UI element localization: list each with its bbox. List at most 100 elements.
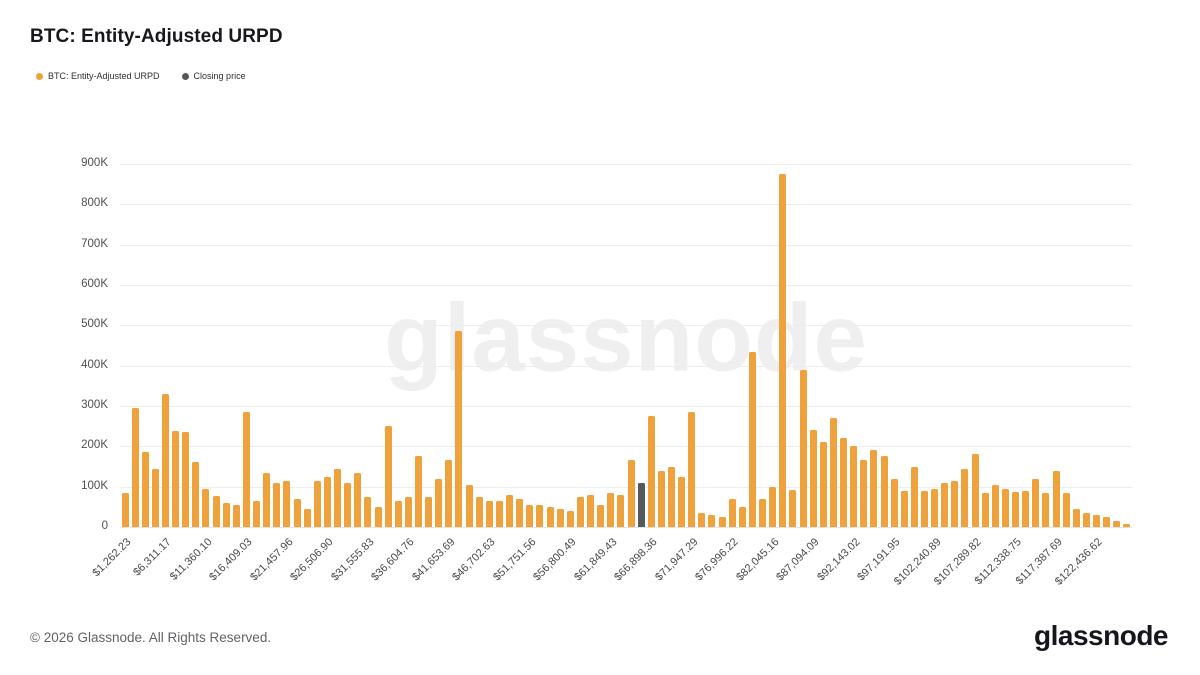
urpd-bar[interactable] bbox=[840, 438, 848, 527]
urpd-bar[interactable] bbox=[850, 446, 858, 527]
urpd-bar[interactable] bbox=[627, 460, 635, 527]
urpd-bar[interactable] bbox=[931, 488, 939, 527]
urpd-bar[interactable] bbox=[455, 331, 463, 527]
urpd-bar[interactable] bbox=[587, 494, 595, 527]
urpd-bar[interactable] bbox=[536, 504, 544, 527]
urpd-bar[interactable] bbox=[495, 500, 503, 527]
urpd-bar[interactable] bbox=[182, 432, 190, 527]
urpd-bar[interactable] bbox=[789, 489, 797, 527]
urpd-bar[interactable] bbox=[384, 426, 392, 527]
urpd-bar[interactable] bbox=[1103, 516, 1111, 527]
urpd-bar[interactable] bbox=[161, 393, 169, 527]
urpd-bar[interactable] bbox=[860, 460, 868, 527]
urpd-bar[interactable] bbox=[323, 476, 331, 527]
urpd-bar[interactable] bbox=[1123, 523, 1131, 527]
urpd-bar[interactable] bbox=[374, 506, 382, 527]
urpd-bar[interactable] bbox=[151, 468, 159, 527]
plot-area[interactable]: glassnode bbox=[120, 164, 1132, 528]
urpd-bar[interactable] bbox=[667, 466, 675, 527]
urpd-bar[interactable] bbox=[748, 351, 756, 527]
urpd-bar[interactable] bbox=[698, 512, 706, 527]
urpd-bar[interactable] bbox=[293, 498, 301, 527]
urpd-bar[interactable] bbox=[738, 506, 746, 527]
urpd-bar[interactable] bbox=[526, 504, 534, 527]
urpd-bar[interactable] bbox=[1062, 492, 1070, 527]
urpd-bar[interactable] bbox=[394, 500, 402, 527]
urpd-bar[interactable] bbox=[131, 408, 139, 527]
urpd-bar[interactable] bbox=[809, 430, 817, 527]
urpd-bar[interactable] bbox=[829, 418, 837, 527]
urpd-bar[interactable] bbox=[718, 516, 726, 527]
legend-item-closing-price[interactable]: Closing price bbox=[181, 71, 246, 81]
urpd-bar[interactable] bbox=[354, 472, 362, 527]
legend-item-urpd[interactable]: BTC: Entity-Adjusted URPD bbox=[36, 71, 160, 81]
urpd-bar[interactable] bbox=[475, 496, 483, 527]
urpd-bar[interactable] bbox=[1032, 478, 1040, 527]
urpd-bar[interactable] bbox=[516, 498, 524, 527]
urpd-bar[interactable] bbox=[313, 480, 321, 527]
urpd-bar[interactable] bbox=[344, 482, 352, 527]
urpd-bar[interactable] bbox=[951, 480, 959, 527]
urpd-bar[interactable] bbox=[759, 498, 767, 527]
urpd-bar[interactable] bbox=[779, 174, 787, 527]
urpd-bar[interactable] bbox=[941, 482, 949, 527]
urpd-bar[interactable] bbox=[546, 506, 554, 527]
urpd-bar[interactable] bbox=[334, 468, 342, 527]
urpd-bar[interactable] bbox=[819, 442, 827, 527]
urpd-bar[interactable] bbox=[425, 496, 433, 527]
urpd-bar[interactable] bbox=[890, 478, 898, 527]
urpd-bar[interactable] bbox=[576, 496, 584, 527]
urpd-bar[interactable] bbox=[273, 482, 281, 527]
urpd-bar[interactable] bbox=[192, 462, 200, 527]
urpd-bar[interactable] bbox=[991, 484, 999, 527]
urpd-bar[interactable] bbox=[1113, 520, 1121, 527]
urpd-bar[interactable] bbox=[900, 490, 908, 527]
urpd-bar[interactable] bbox=[607, 492, 615, 527]
urpd-bar[interactable] bbox=[435, 478, 443, 527]
closing-price-bar[interactable] bbox=[637, 482, 645, 527]
urpd-bar[interactable] bbox=[597, 504, 605, 527]
urpd-bar[interactable] bbox=[121, 492, 129, 527]
urpd-bar[interactable] bbox=[1012, 491, 1020, 527]
urpd-bar[interactable] bbox=[556, 508, 564, 527]
urpd-bar[interactable] bbox=[1001, 488, 1009, 527]
urpd-bar[interactable] bbox=[1082, 512, 1090, 527]
urpd-bar[interactable] bbox=[566, 510, 574, 527]
urpd-bar[interactable] bbox=[303, 508, 311, 527]
urpd-bar[interactable] bbox=[242, 412, 250, 527]
urpd-bar[interactable] bbox=[880, 456, 888, 527]
urpd-bar[interactable] bbox=[141, 452, 149, 527]
urpd-bar[interactable] bbox=[253, 500, 261, 527]
urpd-bar[interactable] bbox=[961, 468, 969, 527]
urpd-bar[interactable] bbox=[647, 416, 655, 527]
urpd-bar[interactable] bbox=[212, 495, 220, 527]
urpd-bar[interactable] bbox=[1072, 508, 1080, 527]
urpd-bar[interactable] bbox=[678, 476, 686, 527]
urpd-bar[interactable] bbox=[222, 502, 230, 527]
urpd-bar[interactable] bbox=[404, 496, 412, 527]
urpd-bar[interactable] bbox=[364, 496, 372, 527]
urpd-bar[interactable] bbox=[910, 466, 918, 527]
urpd-bar[interactable] bbox=[485, 500, 493, 527]
urpd-bar[interactable] bbox=[657, 470, 665, 527]
urpd-bar[interactable] bbox=[283, 480, 291, 527]
urpd-bar[interactable] bbox=[971, 454, 979, 527]
urpd-bar[interactable] bbox=[1042, 492, 1050, 527]
urpd-bar[interactable] bbox=[1093, 514, 1101, 527]
urpd-bar[interactable] bbox=[617, 494, 625, 527]
urpd-bar[interactable] bbox=[688, 412, 696, 527]
urpd-bar[interactable] bbox=[708, 514, 716, 527]
urpd-bar[interactable] bbox=[506, 494, 514, 527]
urpd-bar[interactable] bbox=[465, 484, 473, 527]
urpd-bar[interactable] bbox=[870, 450, 878, 527]
urpd-bar[interactable] bbox=[920, 490, 928, 527]
urpd-bar[interactable] bbox=[172, 431, 180, 527]
urpd-bar[interactable] bbox=[445, 460, 453, 527]
urpd-bar[interactable] bbox=[769, 486, 777, 527]
urpd-bar[interactable] bbox=[232, 504, 240, 527]
urpd-bar[interactable] bbox=[414, 456, 422, 527]
urpd-bar[interactable] bbox=[799, 369, 807, 527]
urpd-bar[interactable] bbox=[202, 488, 210, 527]
urpd-bar[interactable] bbox=[263, 472, 271, 527]
urpd-bar[interactable] bbox=[981, 492, 989, 527]
